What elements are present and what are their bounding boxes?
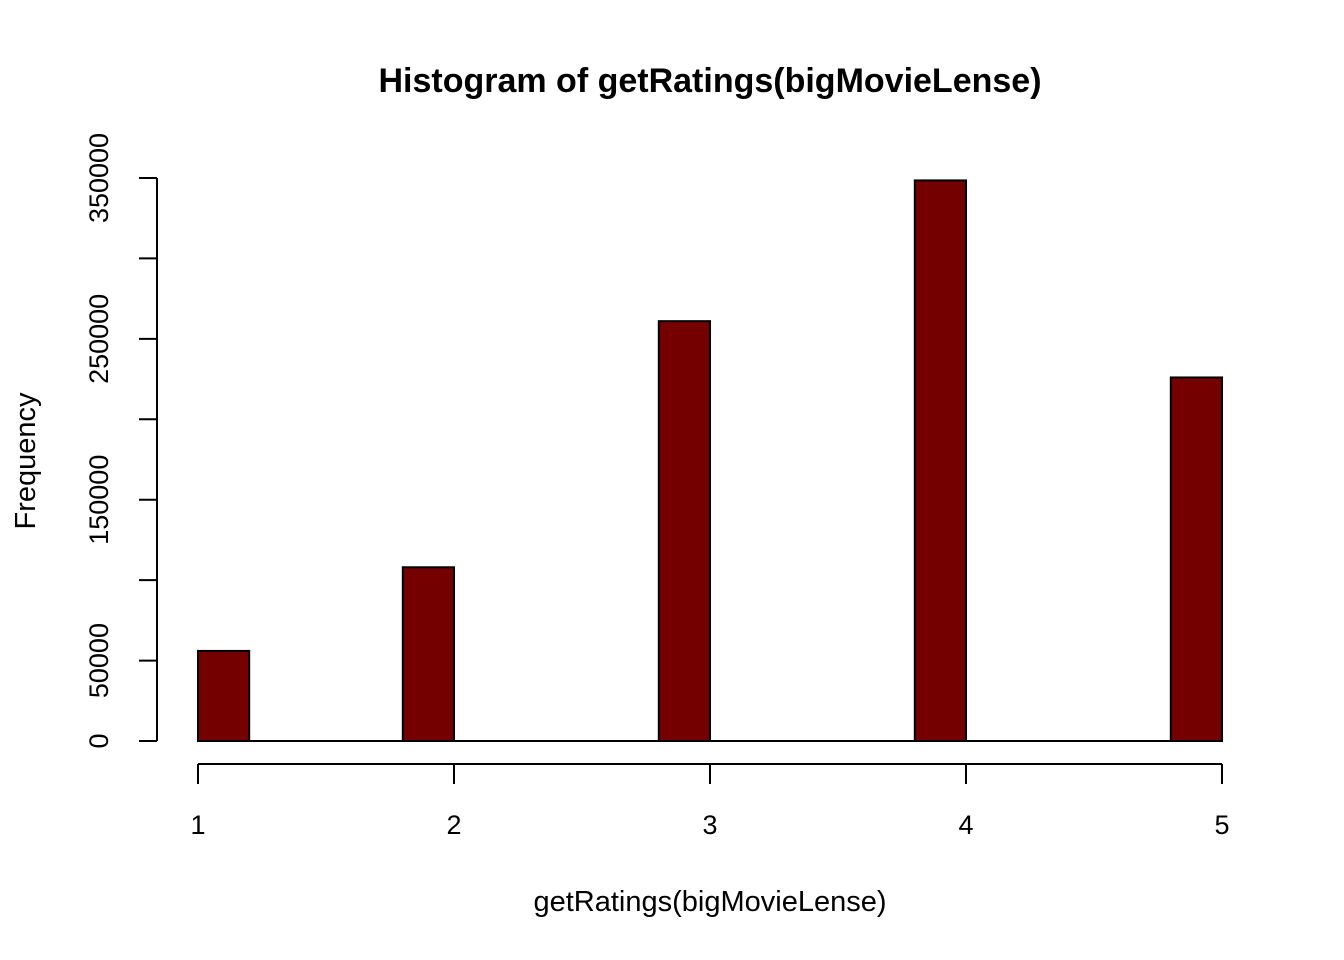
x-tick-label-0: 1 [190, 810, 205, 840]
y-tick-label-3: 150000 [84, 455, 114, 545]
x-tick-label-2: 3 [702, 810, 717, 840]
y-tick-label-7: 350000 [84, 133, 114, 223]
y-tick-label-5: 250000 [84, 294, 114, 384]
x-axis-label: getRatings(bigMovieLense) [533, 886, 886, 918]
y-tick-label-0: 0 [84, 733, 114, 748]
histogram-bar-14 [913, 179, 967, 743]
chart-title: Histogram of getRatings(bigMovieLense) [378, 62, 1041, 100]
y-axis: 0 50000 150000 250000 350000 [84, 133, 158, 749]
y-tick-label-1: 50000 [84, 623, 114, 698]
x-tick-label-4: 5 [1214, 810, 1229, 840]
y-axis-label: Frequency [10, 392, 42, 530]
histogram-bar-4 [401, 566, 455, 742]
x-axis: 1 2 3 4 5 [190, 763, 1230, 840]
histogram-bar-9 [657, 320, 711, 742]
x-tick-label-1: 2 [446, 810, 461, 840]
histogram-bar-19 [1169, 376, 1224, 742]
x-tick-label-3: 4 [958, 810, 973, 840]
histogram-bar-0 [197, 649, 251, 742]
bars-group [197, 179, 1224, 743]
